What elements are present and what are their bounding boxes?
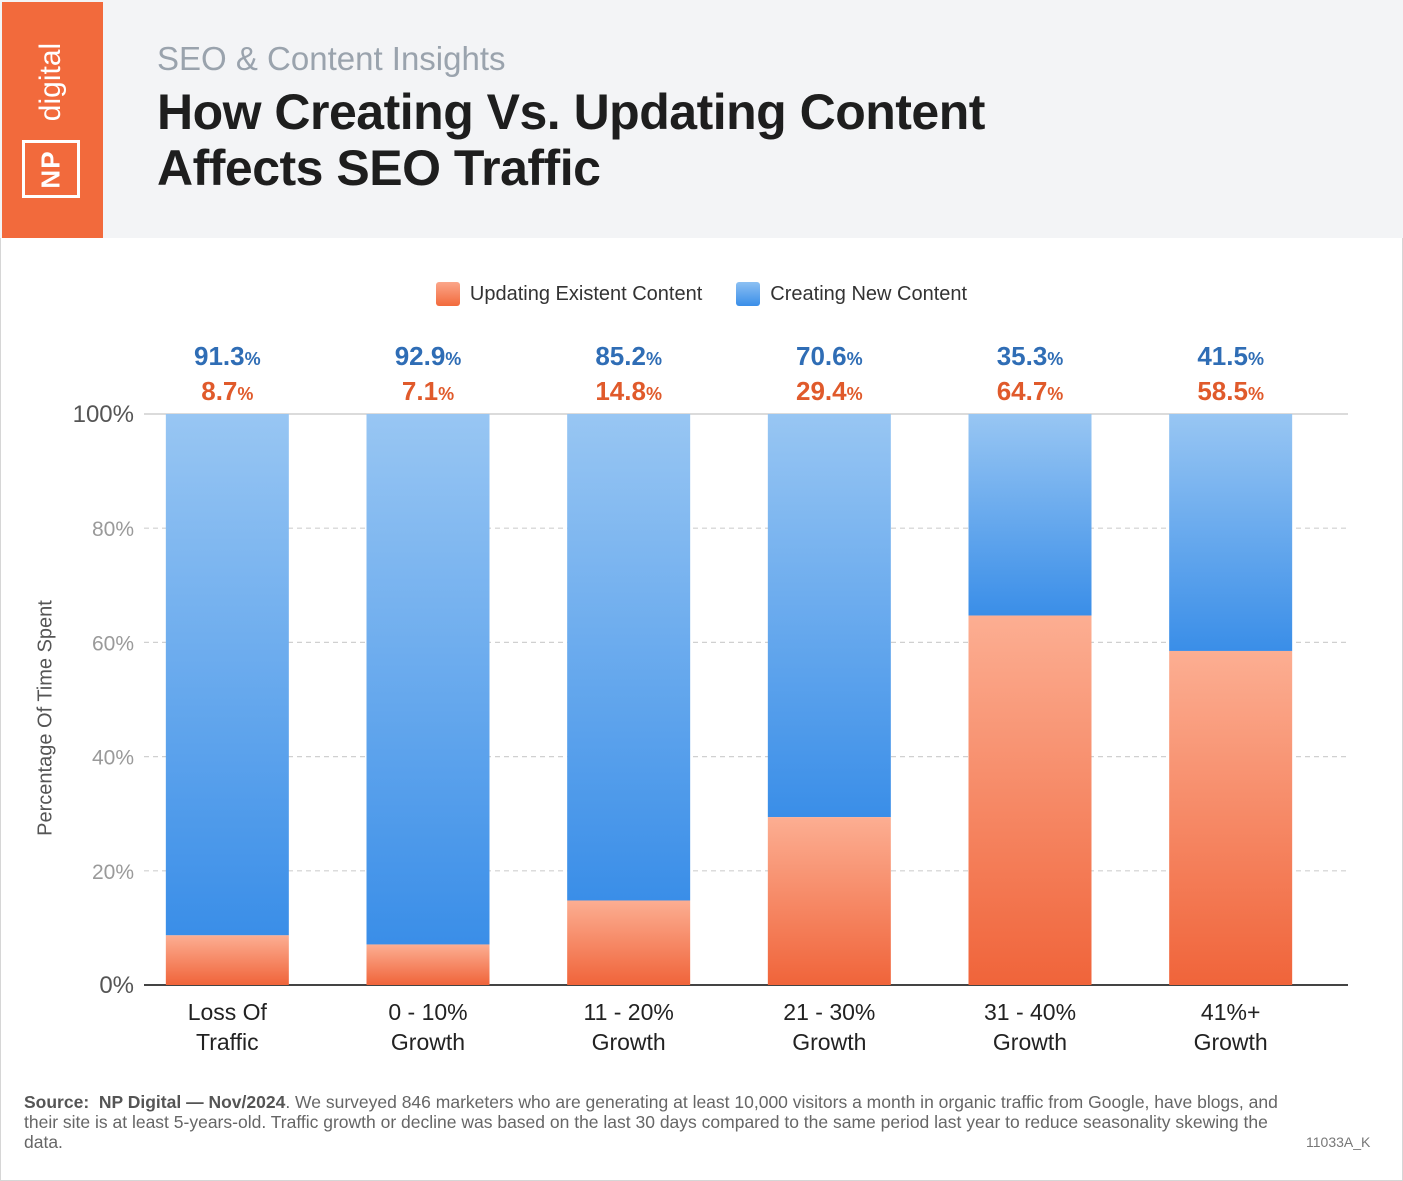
x-tick-label: Traffic bbox=[196, 1029, 259, 1055]
data-label-updating: 7.1% bbox=[402, 376, 454, 406]
legend-swatch-updating bbox=[435, 282, 460, 306]
legend-item-updating: Updating Existent Content bbox=[435, 282, 703, 306]
stacked-bar-chart: 0% 20% 40% 60% 80% 100% 91.3% 8.7% Loss Of Traff… bbox=[73, 341, 1348, 1055]
legend-item-creating: Creating New Content bbox=[736, 282, 967, 306]
data-label-creating: 41.5% bbox=[1197, 341, 1264, 371]
bar-updating-2 bbox=[567, 900, 691, 985]
x-tick-label: 41%+ bbox=[1201, 999, 1260, 1025]
data-label-creating: 91.3% bbox=[194, 341, 261, 371]
header-band: digital NP SEO & Content Insights How Cr… bbox=[0, 0, 1403, 238]
logo-digital-text: digital bbox=[34, 42, 68, 122]
bar-creating-2 bbox=[567, 414, 691, 901]
legend-label-updating: Updating Existent Content bbox=[469, 282, 703, 305]
data-label-creating: 70.6% bbox=[796, 341, 863, 371]
source-label: Source: bbox=[24, 1092, 90, 1112]
source-text: . We surveyed 846 marketers who are gene… bbox=[24, 1092, 1278, 1152]
graphic-code: 11033A_K bbox=[1306, 1134, 1371, 1150]
legend-label-creating: Creating New Content bbox=[770, 282, 968, 305]
data-label-creating: 85.2% bbox=[595, 341, 662, 371]
x-tick-label: Loss Of bbox=[188, 999, 268, 1025]
x-tick-label: 11 - 20% bbox=[583, 999, 673, 1025]
x-tick-label: 0 - 10% bbox=[388, 999, 467, 1025]
page-title-line-1: How Creating Vs. Updating Content bbox=[157, 84, 985, 140]
bar-creating-4 bbox=[968, 414, 1092, 616]
np-digital-logo: digital NP bbox=[2, 2, 103, 238]
bar-creating-0 bbox=[165, 414, 289, 936]
legend-swatch-creating bbox=[736, 282, 761, 306]
page-subtitle: SEO & Content Insights bbox=[157, 40, 506, 77]
source-note: Source: NP Digital — Nov/2024. We survey… bbox=[24, 1092, 1284, 1152]
bar-updating-3 bbox=[767, 817, 891, 985]
data-label-updating: 64.7% bbox=[997, 376, 1064, 406]
page-title-line-2: Affects SEO Traffic bbox=[157, 140, 601, 196]
y-tick-label: 100% bbox=[73, 401, 134, 428]
bar-updating-0 bbox=[165, 935, 289, 985]
bar-creating-1 bbox=[366, 414, 490, 945]
x-tick-label: Growth bbox=[391, 1029, 465, 1055]
x-tick-label: Growth bbox=[993, 1029, 1067, 1055]
y-tick-label: 60% bbox=[92, 632, 134, 655]
data-label-updating: 58.5% bbox=[1197, 376, 1264, 406]
data-label-creating: 92.9% bbox=[395, 341, 462, 371]
data-label-updating: 8.7% bbox=[201, 376, 253, 406]
x-tick-label: 21 - 30% bbox=[783, 999, 875, 1025]
bar-creating-5 bbox=[1169, 414, 1293, 651]
y-axis-label: Percentage Of Time Spent bbox=[34, 600, 57, 836]
x-tick-label: Growth bbox=[1194, 1029, 1268, 1055]
y-tick-label: 40% bbox=[92, 747, 134, 770]
bar-updating-5 bbox=[1169, 650, 1293, 985]
y-tick-label: 0% bbox=[99, 972, 134, 999]
data-label-creating: 35.3% bbox=[997, 341, 1064, 371]
data-label-updating: 14.8% bbox=[595, 376, 662, 406]
x-tick-label: Growth bbox=[592, 1029, 666, 1055]
x-tick-label: Growth bbox=[792, 1029, 866, 1055]
y-tick-label: 20% bbox=[92, 861, 134, 884]
source-org: NP Digital — Nov/2024 bbox=[98, 1092, 286, 1112]
bar-updating-4 bbox=[968, 615, 1092, 985]
logo-box-outline bbox=[22, 140, 80, 198]
page-title: How Creating Vs. Updating Content Affect… bbox=[157, 84, 1157, 196]
data-label-updating: 29.4% bbox=[796, 376, 863, 406]
logo-np-text: NP bbox=[35, 149, 66, 189]
chart-legend: Updating Existent Content Creating New C… bbox=[0, 282, 1403, 306]
bar-creating-3 bbox=[767, 414, 891, 818]
x-tick-label: 31 - 40% bbox=[984, 999, 1076, 1025]
bar-updating-1 bbox=[366, 944, 490, 985]
y-tick-label: 80% bbox=[92, 518, 134, 541]
